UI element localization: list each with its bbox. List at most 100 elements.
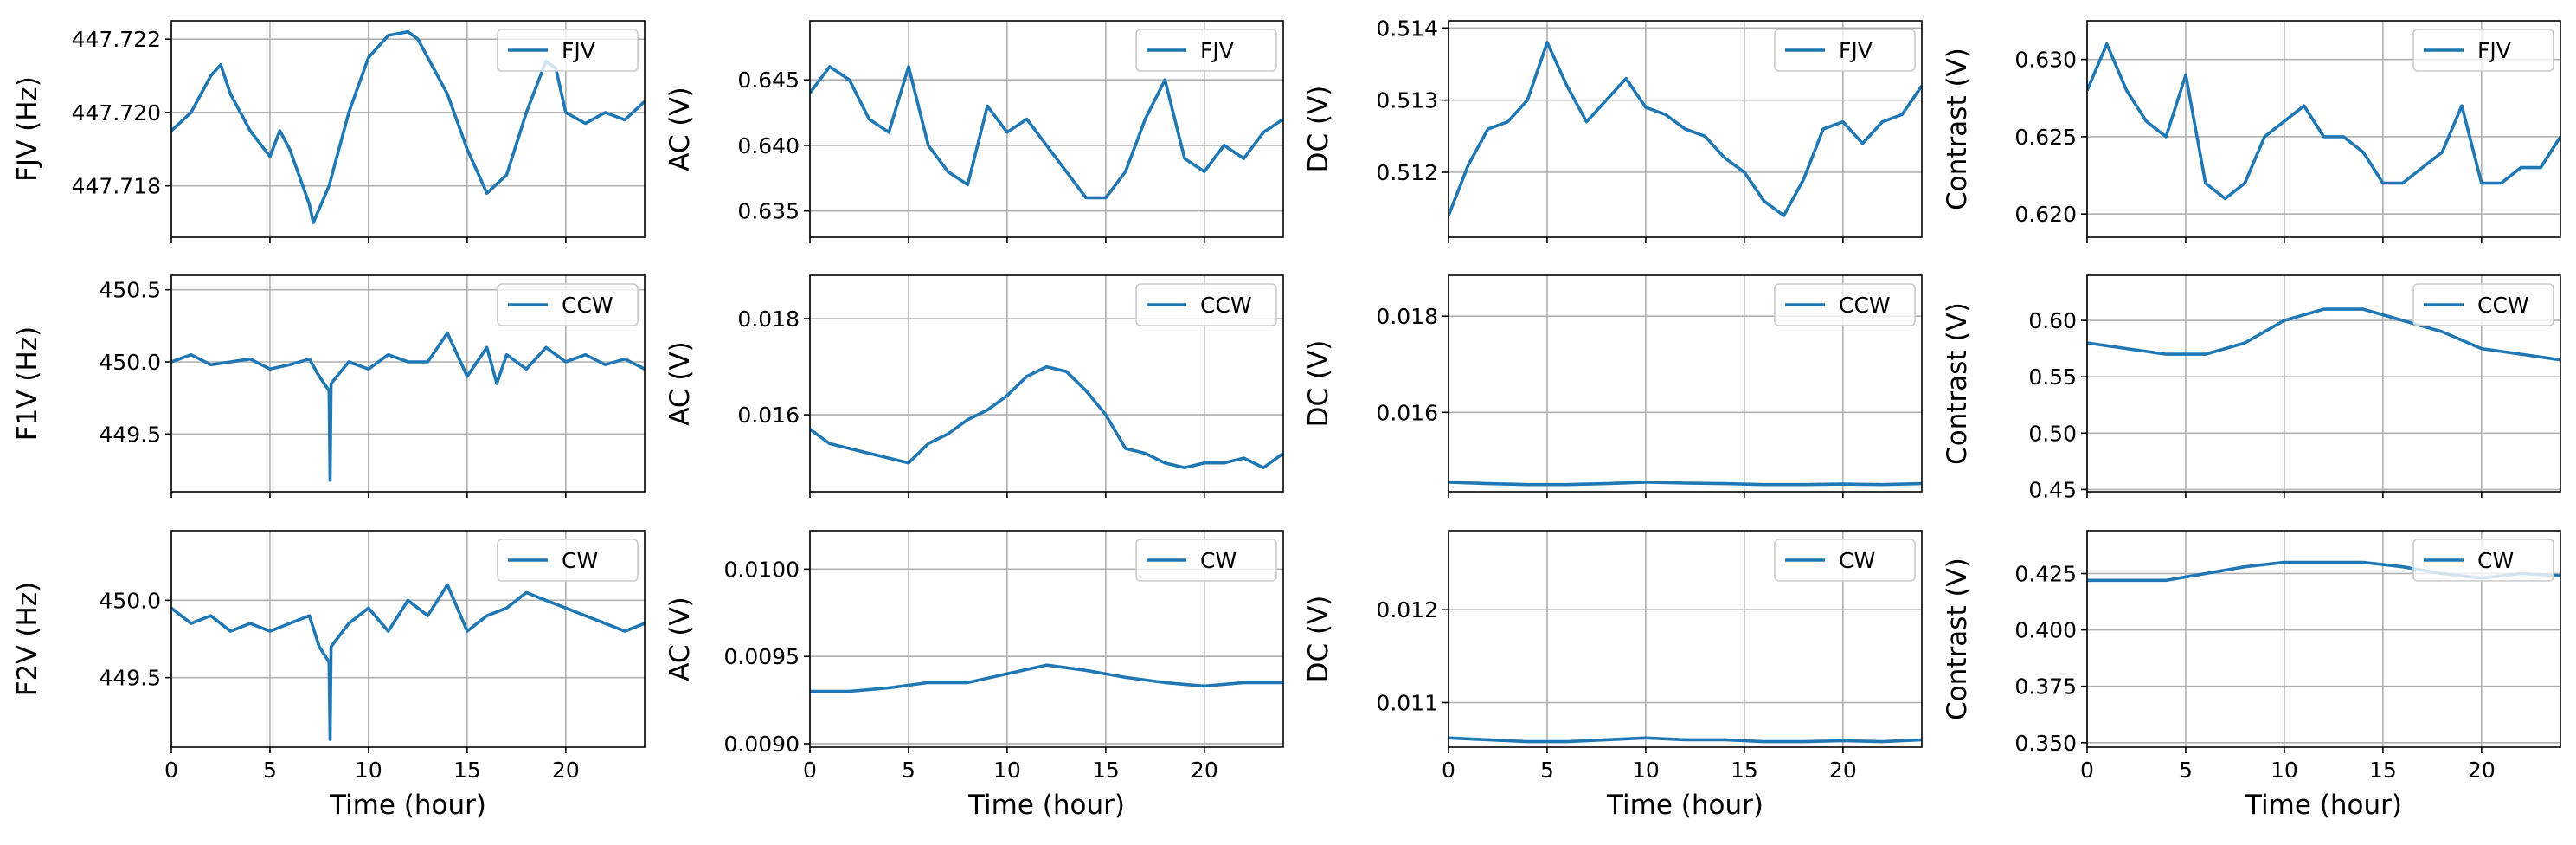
legend-entry: CCW <box>1839 293 1891 318</box>
legend: CW <box>1135 539 1277 582</box>
x-tick-label: 5 <box>1540 758 1554 783</box>
legend-box <box>1135 539 1277 582</box>
legend-box <box>1774 29 1916 72</box>
y-axis-label: F2V (Hz) <box>12 582 43 696</box>
series-line <box>810 364 1283 470</box>
y-tick-label: 0.0095 <box>724 644 800 669</box>
x-tick-label: 10 <box>993 758 1021 783</box>
y-tick-label: 447.718 <box>72 174 161 199</box>
legend-entry: CW <box>2477 548 2514 573</box>
y-tick-label: 0.55 <box>2028 364 2077 390</box>
y-tick-label: 450.0 <box>99 588 161 613</box>
x-tick-label: 20 <box>552 758 580 783</box>
y-tick-label: 0.514 <box>1376 16 1438 41</box>
legend-entry: FJV <box>1839 38 1873 63</box>
legend-box <box>2412 29 2554 72</box>
legend-box <box>1774 283 1916 326</box>
y-tick-label: 0.625 <box>2014 125 2077 150</box>
y-axis-label: AC (V) <box>665 87 696 171</box>
legend-box <box>1135 283 1277 326</box>
x-axis-label: Time (hour) <box>1606 790 1763 821</box>
legend: CCW <box>1774 283 1916 326</box>
x-tick-label: 10 <box>1632 758 1660 783</box>
y-tick-label: 0.400 <box>2014 618 2077 643</box>
x-axis-label: Time (hour) <box>967 790 1125 821</box>
y-axis-label: DC (V) <box>1303 596 1334 683</box>
legend-entry: CW <box>1200 548 1237 573</box>
y-tick-label: 450.5 <box>99 278 161 303</box>
y-tick-label: 0.50 <box>2028 421 2077 446</box>
legend: CCW <box>1135 283 1277 326</box>
legend-box <box>497 539 639 582</box>
y-tick-label: 0.018 <box>737 306 800 332</box>
axes-frame <box>809 274 1284 493</box>
y-axis-label: F1V (Hz) <box>12 326 43 441</box>
x-axis-label: Time (hour) <box>2245 790 2402 821</box>
legend-box <box>2412 283 2554 326</box>
y-tick-label: 450.0 <box>99 350 161 375</box>
x-tick-label: 15 <box>1092 758 1120 783</box>
y-tick-label: 0.640 <box>737 133 800 158</box>
legend: FJV <box>497 29 639 72</box>
x-tick-label: 10 <box>355 758 382 783</box>
series-line <box>1449 736 1922 744</box>
series-line <box>810 663 1283 693</box>
x-tick-label: 20 <box>1191 758 1218 783</box>
series-line <box>1449 481 1922 487</box>
series-line <box>2087 307 2560 362</box>
y-tick-label: 0.018 <box>1376 304 1438 329</box>
legend: CCW <box>2412 283 2554 326</box>
legend-entry: CCW <box>2477 293 2529 318</box>
legend-entry: FJV <box>1200 38 1234 63</box>
y-axis-label: AC (V) <box>665 341 696 426</box>
y-axis-label: Contrast (V) <box>1942 558 1973 720</box>
subplot-r1-c0: 449.5 450.0 450.5 F1V (Hz) CCW <box>12 274 646 498</box>
x-tick-label: 0 <box>1442 758 1455 783</box>
legend: FJV <box>1135 29 1277 72</box>
y-tick-label: 0.645 <box>737 68 800 93</box>
series-line <box>810 65 1283 200</box>
x-tick-label: 15 <box>2369 758 2397 783</box>
y-tick-label: 0.350 <box>2014 731 2077 756</box>
y-tick-label: 0.60 <box>2028 308 2077 333</box>
y-tick-label: 0.513 <box>1376 88 1438 113</box>
legend: FJV <box>1774 29 1916 72</box>
legend-entry: FJV <box>2477 38 2511 63</box>
axes-frame <box>1448 20 1923 238</box>
axes-frame <box>170 20 646 238</box>
legend-box <box>1774 539 1916 582</box>
subplot-r0-c1: 0.635 0.640 0.645 AC (V) FJV <box>665 20 1284 243</box>
subplot-r0-c3: 0.620 0.625 0.630 Contrast (V) FJV <box>1942 20 2561 243</box>
x-tick-label: 20 <box>2468 758 2496 783</box>
subplot-r0-c0: 447.718 447.720 447.722 FJV (Hz) FJV <box>12 20 646 243</box>
axes-frame <box>2086 20 2561 238</box>
legend-box <box>497 29 639 72</box>
y-tick-label: 447.722 <box>72 27 161 52</box>
legend-entry: CCW <box>562 293 613 318</box>
x-tick-label: 0 <box>164 758 178 783</box>
subplot-r2-c3: 0 5 10 15 20 0.350 0.375 0.400 0.425 Contrast (V)… <box>1942 530 2561 821</box>
y-axis-label: Contrast (V) <box>1942 302 1973 465</box>
x-axis-label: Time (hour) <box>329 790 486 821</box>
axes-frame <box>170 274 646 493</box>
subplot-r2-c1: 0 5 10 15 20 0.0090 0.0095 0.0100 AC (V) Time (ho… <box>665 530 1284 821</box>
x-tick-label: 0 <box>2080 758 2094 783</box>
axes-frame <box>1448 274 1923 493</box>
legend: CW <box>497 539 639 582</box>
x-tick-label: 15 <box>453 758 481 783</box>
series-line <box>171 29 645 224</box>
legend: CW <box>1774 539 1916 582</box>
series-line <box>1449 41 1922 217</box>
series-line <box>171 583 645 741</box>
subplot-r1-c3: 0.45 0.50 0.55 0.60 Contrast (V) CCW <box>1942 274 2561 502</box>
legend-entry: FJV <box>562 38 595 63</box>
series-line <box>2087 42 2560 201</box>
y-axis-label: AC (V) <box>665 597 696 681</box>
y-axis-label: DC (V) <box>1303 340 1334 428</box>
y-tick-label: 449.5 <box>99 666 161 691</box>
y-tick-label: 0.016 <box>1376 400 1438 425</box>
y-axis-label: DC (V) <box>1303 86 1334 173</box>
legend-box <box>497 283 639 326</box>
subplot-r0-c2: 0.512 0.513 0.514 DC (V) FJV <box>1303 16 1923 243</box>
y-tick-label: 0.635 <box>737 199 800 224</box>
